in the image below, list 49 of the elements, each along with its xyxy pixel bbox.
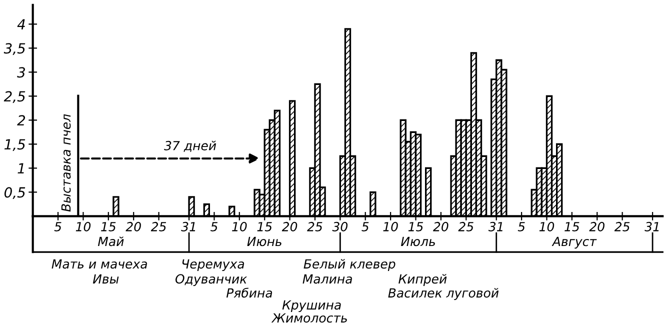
text: Рябина [226, 288, 272, 298]
x-tick-label: 10 [232, 222, 247, 232]
x-tick-label: 15 [101, 222, 116, 232]
text: Август [552, 236, 597, 249]
x-tick-label: 20 [126, 222, 141, 232]
text: Июль [400, 236, 435, 246]
x-tick-label: 25 [614, 222, 630, 232]
text: Черемуха [182, 259, 244, 272]
x-tick-label: 25 [307, 222, 322, 232]
text: Мать и мачеха [52, 259, 147, 269]
x-tick-label: 25 [150, 222, 166, 232]
text: Май [98, 236, 124, 246]
x-tick-label: 31 [181, 222, 196, 232]
x-tick-label: 5 [518, 222, 525, 232]
text: Крушина [282, 300, 341, 312]
x-tick-label: 15 [564, 222, 580, 232]
x-tick-label: 20 [282, 222, 298, 232]
annotation: 37 дней [164, 140, 216, 152]
y-tick-label: 4 [17, 19, 25, 30]
text: Жимолость [271, 313, 347, 323]
y-tick-label: 3 [17, 67, 25, 78]
y-tick-label: 1 [18, 163, 24, 174]
x-tick-label: 5 [54, 222, 62, 232]
x-tick-label: 20 [589, 222, 604, 232]
ref-line-label: Выставка пчел [61, 114, 71, 212]
y-tick-label: 0,5 [4, 187, 26, 200]
text: Июнь [247, 236, 282, 246]
x-tick-label: 10 [383, 222, 398, 232]
y-tick-label: 3,5 [4, 43, 26, 56]
x-tick-label: 25 [458, 222, 474, 232]
x-tick-label: 31 [488, 222, 502, 232]
text: Василек луговой [388, 288, 499, 300]
x-tick-label: 10 [76, 222, 91, 232]
y-tick-label: 2,5 [4, 91, 26, 104]
x-tick-label: 15 [408, 222, 424, 232]
y-tick-label: 1,5 [4, 139, 26, 152]
y-tick-label: 2 [17, 115, 26, 126]
x-tick-label: 31 [644, 222, 659, 232]
text: Малина [302, 274, 352, 284]
text: Белый клевер [304, 259, 396, 272]
x-tick-label: 10 [539, 222, 554, 232]
x-tick-label: 15 [257, 222, 272, 232]
text: Кипрей [398, 274, 447, 286]
x-tick-label: 30 [332, 222, 348, 232]
x-tick-label: 5 [210, 222, 218, 232]
x-tick-label: 5 [362, 222, 369, 232]
x-tick-label: 20 [433, 222, 448, 232]
text: Одуванчик [175, 274, 248, 286]
text: Ивы [92, 274, 119, 284]
